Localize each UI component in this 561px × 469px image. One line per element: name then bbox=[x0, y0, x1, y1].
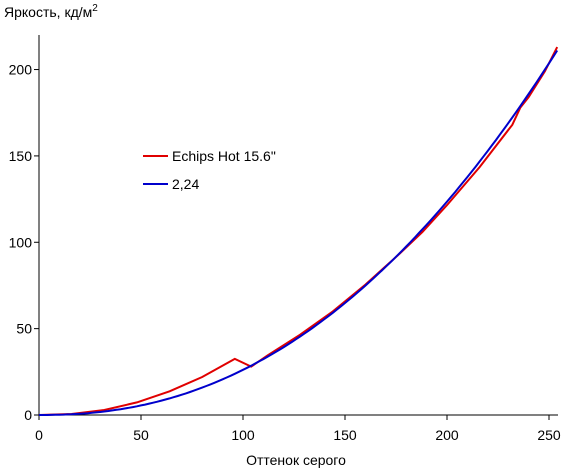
y-axis-title-sup: 2 bbox=[92, 3, 98, 14]
y-tick-label: 50 bbox=[16, 321, 32, 337]
y-axis-title: Яркость, кд/м2 bbox=[4, 3, 98, 20]
x-tick-label: 50 bbox=[133, 427, 149, 443]
x-tick-label: 0 bbox=[35, 427, 43, 443]
y-tick-label: 0 bbox=[24, 407, 32, 423]
x-axis-title: Оттенок серого bbox=[246, 452, 346, 468]
y-tick-label: 200 bbox=[9, 62, 33, 78]
y-tick-label: 150 bbox=[9, 148, 33, 164]
legend-label-echips: Echips Hot 15.6" bbox=[172, 148, 276, 164]
y-ticks: 0 50 100 150 200 bbox=[9, 62, 39, 423]
legend-label-gamma: 2,24 bbox=[172, 176, 199, 192]
series-layer bbox=[38, 46, 559, 416]
series-line-echips bbox=[38, 46, 559, 416]
x-ticks: 0 50 100 150 200 250 bbox=[35, 415, 561, 443]
y-axis-title-main: Яркость, кд/м bbox=[4, 4, 92, 20]
series-line-gamma bbox=[39, 49, 559, 416]
x-tick-label: 250 bbox=[537, 427, 561, 443]
y-tick-label: 100 bbox=[9, 234, 33, 250]
x-tick-label: 100 bbox=[231, 427, 255, 443]
x-tick-label: 150 bbox=[333, 427, 357, 443]
x-tick-label: 200 bbox=[435, 427, 459, 443]
legend: Echips Hot 15.6" 2,24 bbox=[143, 148, 276, 192]
